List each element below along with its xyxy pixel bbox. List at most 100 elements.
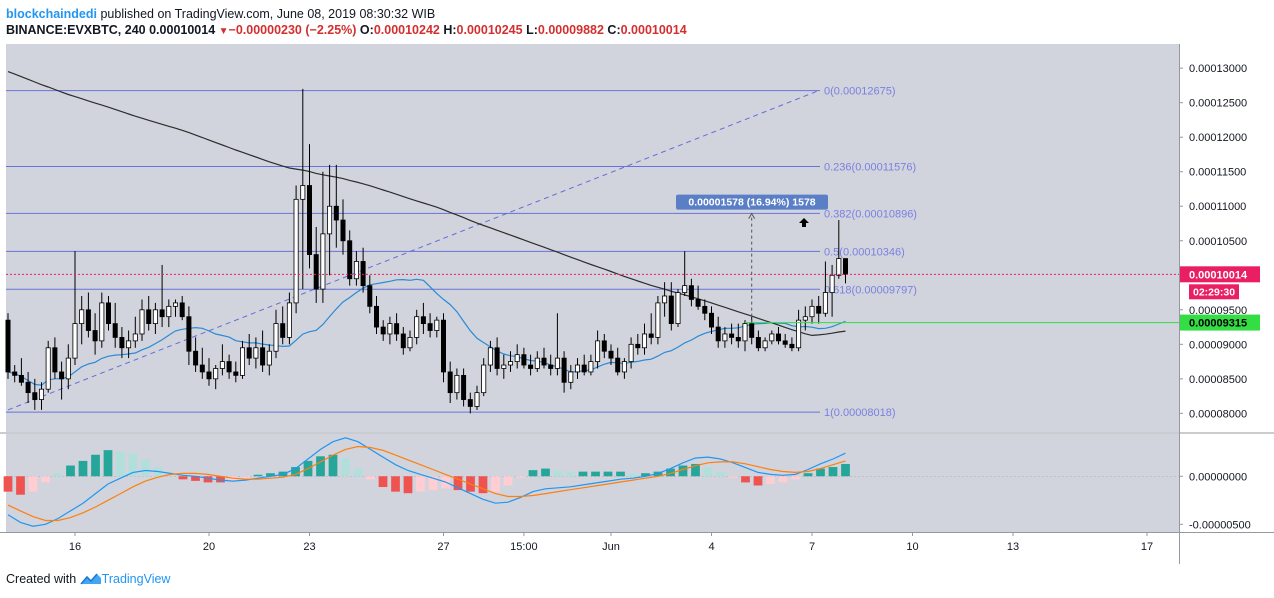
macd-histogram-bar (478, 476, 488, 494)
candle (755, 330, 761, 352)
macd-histogram-bar (516, 476, 525, 478)
candle-body (722, 333, 728, 342)
candle-body (199, 364, 205, 373)
candle-body (146, 309, 152, 325)
candle (52, 337, 58, 379)
candle (541, 347, 547, 369)
candle (595, 330, 601, 369)
macd-histogram-bar (66, 465, 75, 477)
macd-histogram-bar (3, 476, 13, 492)
candle (340, 199, 346, 255)
candle (25, 371, 31, 404)
candle (521, 347, 527, 369)
candle-body (735, 337, 741, 342)
candle (353, 251, 359, 286)
candle-body (642, 333, 648, 349)
candle (146, 295, 152, 331)
candle (735, 323, 741, 348)
candle-body (226, 361, 232, 373)
candle-body (648, 333, 654, 338)
candle-body (776, 333, 782, 342)
candle-body (461, 374, 467, 400)
macd-histogram-bar (16, 476, 25, 495)
last-price-badge: 0.00010014 (1189, 269, 1248, 281)
candle (729, 323, 735, 345)
candle (776, 327, 782, 345)
candle (72, 251, 78, 366)
candle-body (782, 340, 788, 345)
candle-body (213, 368, 219, 380)
candle (655, 295, 661, 345)
macd-histogram-bar (253, 474, 263, 477)
candle (179, 295, 185, 321)
author-link[interactable]: blockchaindedi (6, 7, 97, 21)
candle (588, 354, 594, 376)
high-value: 0.00010245 (456, 23, 523, 37)
candle (400, 327, 406, 355)
candle-body (380, 326, 386, 335)
candle-body (715, 326, 721, 342)
candle-body (588, 361, 594, 373)
candle (769, 330, 775, 345)
candle-body (159, 309, 165, 318)
candle-body (608, 350, 614, 359)
measure-label: 0.00001578 (16.94%) 1578 (688, 197, 815, 209)
candle-body (353, 261, 359, 280)
macd-histogram-bar (566, 471, 575, 477)
candle (85, 292, 91, 338)
macd-signal-line (7, 445, 846, 522)
candle-body (39, 388, 45, 400)
chart-canvas[interactable]: 0(0.00012675) 0.236(0.00011576) 0.382(0.00… (0, 44, 1274, 564)
macd-tick-label: 0.00000000 (1189, 471, 1247, 483)
candle (822, 261, 828, 317)
candle-body (427, 323, 433, 331)
created-with-label: Created with (6, 572, 77, 586)
macd-histogram-bar (366, 476, 375, 480)
candle (447, 361, 453, 404)
macd-histogram-bar (791, 476, 800, 480)
chart-header: blockchaindedi published on TradingView.… (6, 6, 687, 40)
candle-body (219, 361, 225, 369)
candle (166, 299, 172, 328)
candle (722, 327, 728, 348)
macd-histogram-bar (53, 473, 63, 477)
moving-average-long (7, 71, 846, 337)
candle (394, 313, 400, 341)
price-tick-label: 0.00012500 (1189, 98, 1247, 110)
candle (688, 278, 694, 307)
macd-histogram-bar (803, 473, 813, 477)
candle (816, 295, 822, 324)
time-tick-label: 4 (708, 541, 714, 553)
time-tick-label: 20 (203, 541, 215, 553)
macd-histogram-bar (778, 476, 788, 483)
countdown-box (1189, 284, 1239, 300)
candle-body (595, 340, 601, 362)
price-tick-label: 0.00008000 (1189, 408, 1247, 420)
candle-body (521, 354, 527, 366)
tradingview-brand[interactable]: TradingView (101, 572, 171, 586)
time-tick-label: 23 (303, 541, 315, 553)
candle-body (440, 319, 446, 373)
candle (454, 368, 460, 400)
candle (18, 358, 24, 386)
candle (367, 275, 373, 314)
macd-histogram-bar (828, 467, 838, 477)
candle (621, 358, 627, 379)
candle (581, 354, 587, 376)
candle (172, 299, 178, 317)
time-tick-label: 7 (809, 541, 815, 553)
macd-histogram-bar (453, 476, 463, 491)
candle (501, 354, 507, 379)
candle-body (313, 254, 319, 290)
candle (474, 385, 480, 410)
macd-line (7, 437, 846, 527)
footer: Created with TradingView (6, 572, 170, 586)
candle-body (481, 364, 487, 394)
macd-histogram-bar (266, 473, 275, 477)
candle (112, 302, 118, 348)
candle-body (501, 364, 507, 369)
support-price-badge-box (1180, 314, 1260, 331)
candle-body (742, 323, 748, 342)
candle-body (179, 302, 185, 318)
candle (92, 313, 98, 355)
